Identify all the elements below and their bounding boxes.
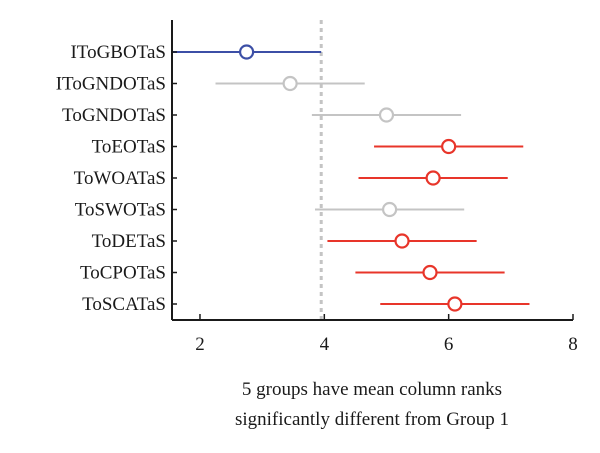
x-axis-label-line-2: significantly different from Group 1 — [235, 409, 509, 430]
category-label-toswotas: ToSWOTaS — [75, 200, 166, 221]
mean-marker-itogbotas — [239, 44, 255, 60]
mean-marker-towoatas — [425, 170, 441, 186]
x-tick-label-2: 2 — [195, 334, 205, 355]
mean-marker-todetas — [394, 233, 410, 249]
mean-marker-toeotas — [441, 138, 457, 155]
category-label-todetas: ToDETaS — [92, 231, 166, 252]
mean-marker-itogndotas — [282, 75, 298, 92]
category-label-itogbotas: IToGBOTaS — [70, 42, 166, 63]
category-label-togndotas: ToGNDOTaS — [62, 105, 166, 126]
x-tick-label-6: 6 — [444, 334, 454, 355]
plot-area — [172, 20, 573, 320]
x-tick-label-8: 8 — [568, 334, 578, 355]
mean-marker-togndotas — [378, 107, 395, 123]
category-label-tocpotas: ToCPOTaS — [80, 263, 166, 284]
mean-marker-toscatas — [447, 296, 463, 312]
mean-marker-toswotas — [381, 201, 398, 218]
x-tick-label-4: 4 — [320, 334, 330, 355]
x-axis-label-line-1: 5 groups have mean column ranks — [242, 379, 502, 400]
category-label-itogndotas: IToGNDOTaS — [56, 74, 166, 95]
category-label-toscatas: ToSCATaS — [82, 294, 166, 315]
mean-marker-tocpotas — [422, 264, 438, 281]
category-label-towoatas: ToWOATaS — [74, 168, 166, 189]
category-label-toeotas: ToEOTaS — [92, 137, 166, 158]
